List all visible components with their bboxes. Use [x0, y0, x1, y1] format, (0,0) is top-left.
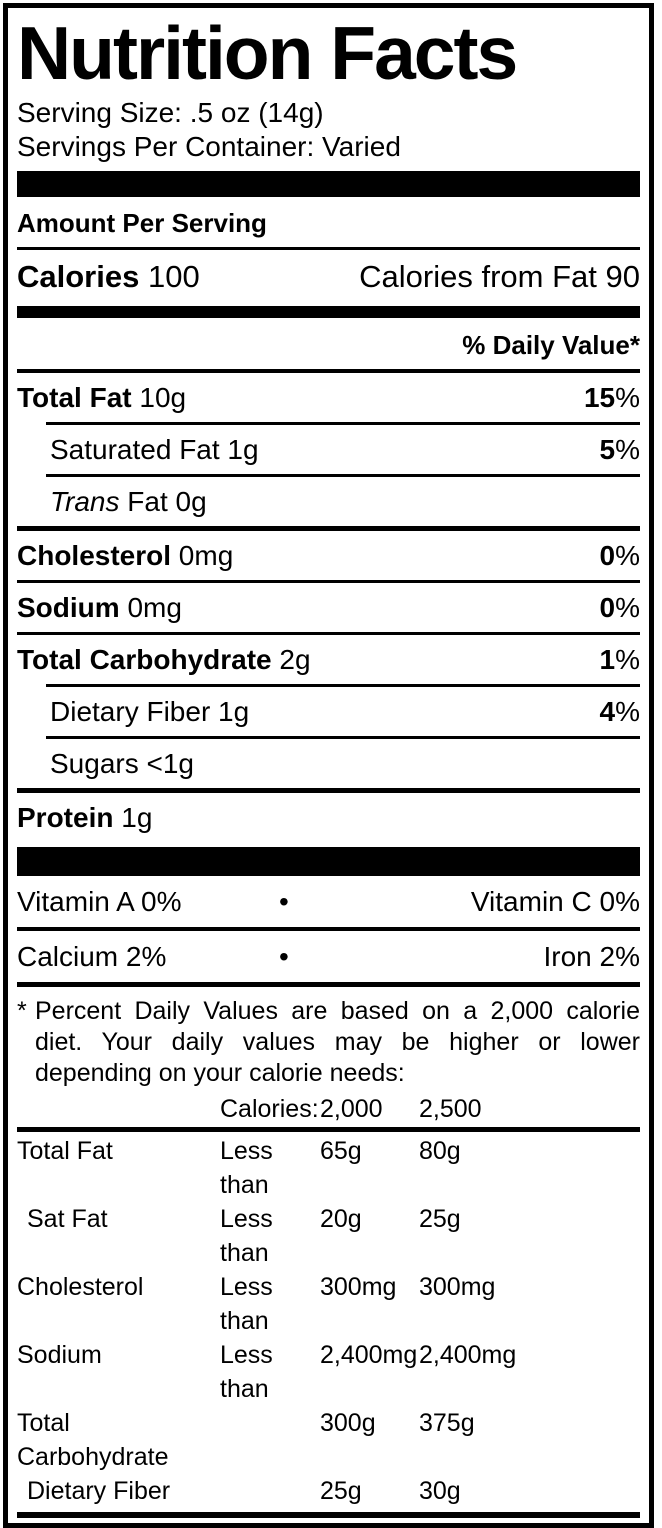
nutrient-row: Sodium 0mg 0% — [17, 583, 640, 632]
dv-table-cell: 300mg — [320, 1272, 397, 1301]
dv-table-header-cell: 2,000 — [320, 1094, 383, 1123]
nutrient-name-amount: Dietary Fiber 1g — [50, 695, 250, 727]
daily-value-percent: 15% — [583, 381, 640, 413]
separator — [17, 631, 640, 635]
dv-table-cell: 25g — [320, 1476, 362, 1505]
bullet-separator: • — [279, 885, 289, 917]
nutrient-name-amount: Sugars <1g — [50, 747, 194, 779]
daily-value-percent: 0% — [599, 539, 640, 571]
dv-table-cell: Less than — [220, 1204, 273, 1267]
nutrient-name-amount: Cholesterol 0mg — [17, 539, 234, 571]
dv-table-rows: Total Fat Less than 65g 80g Sat Fat Less than… — [17, 1134, 640, 1508]
dv-table-cell: Sodium — [17, 1340, 102, 1369]
nutrient-name-amount: Sodium 0mg — [17, 591, 182, 623]
divider-bar-top — [17, 170, 640, 197]
daily-value-percent: 1% — [599, 643, 640, 675]
dv-table-cell: Dietary Fiber — [27, 1476, 171, 1505]
dv-table-cell — [220, 1406, 320, 1474]
dv-table-cell: 65g — [320, 1136, 362, 1165]
iron: Iron 2% — [543, 940, 641, 972]
daily-value-footnote: * Percent Daily Values are based on a 2,… — [17, 987, 640, 1092]
separator — [17, 525, 640, 531]
dv-table-cell: Less than — [220, 1340, 273, 1403]
dv-table-cell: 20g — [320, 1204, 362, 1233]
vitamin-row: Calcium 2% • Iron 2% — [17, 931, 640, 982]
divider-bar-vitamins — [17, 846, 640, 876]
separator — [46, 735, 640, 739]
dv-table-cell: 30g — [419, 1476, 461, 1505]
footnote-asterisk: * — [17, 996, 27, 1025]
separator — [17, 368, 640, 373]
separator — [17, 579, 640, 583]
nutrient-name-amount: Total Carbohydrate 2g — [17, 643, 311, 675]
daily-value-percent: 0% — [599, 591, 640, 623]
nutrient-row: Sugars <1g — [17, 739, 640, 788]
dv-table-header-cell: 2,500 — [419, 1094, 482, 1123]
footnote-text: Percent Daily Values are based on a 2,00… — [35, 996, 640, 1087]
calories-row: Calories 100 Calories from Fat 90 — [17, 250, 640, 306]
dv-table-cell: Cholesterol — [17, 1272, 144, 1301]
calories-label: Calories — [17, 258, 140, 294]
separator — [17, 246, 640, 250]
vitamin-row: Vitamin A 0% • Vitamin C 0% — [17, 876, 640, 927]
dv-table-cell: 300mg — [419, 1272, 496, 1301]
nutrient-row: Protein 1g — [17, 793, 640, 842]
dv-table-header-cell — [17, 1092, 220, 1126]
calories-from-fat: Calories from Fat 90 — [359, 258, 640, 294]
nutrient-row: Total Carbohydrate 2g 1% — [17, 635, 640, 684]
separator — [17, 787, 640, 793]
dv-table-cell: Less than — [220, 1136, 273, 1199]
nutrient-name-amount: Trans Fat 0g — [50, 485, 207, 517]
dv-table-cell: 80g — [419, 1136, 461, 1165]
dv-table-cell: 2,400mg — [419, 1340, 517, 1369]
dv-table-cell: 25g — [419, 1204, 461, 1233]
separator — [17, 981, 640, 987]
label-title: Nutrition Facts — [17, 11, 518, 95]
nutrient-name-amount: Saturated Fat 1g — [50, 433, 259, 465]
dv-table-cell: Less than — [220, 1272, 273, 1335]
nutrient-name-amount: Total Fat 10g — [17, 381, 187, 413]
dv-table-header-cell: Calories: — [220, 1094, 319, 1123]
separator — [46, 421, 640, 425]
amount-per-serving-heading: Amount Per Serving — [17, 207, 267, 238]
serving-size: Serving Size: .5 oz (14g) — [17, 96, 324, 128]
dv-table-header: Calories: 2,000 2,500 — [17, 1092, 640, 1126]
dv-table-cell — [220, 1474, 320, 1508]
calcium: Calcium 2% — [17, 940, 167, 972]
nutrient-name-amount: Protein 1g — [17, 801, 153, 833]
daily-value-heading: % Daily Value* — [462, 329, 640, 360]
dv-table-cell: 300g — [320, 1408, 376, 1437]
daily-value-percent: 5% — [599, 433, 640, 465]
vitamin-a: Vitamin A 0% — [17, 885, 182, 917]
separator — [17, 926, 640, 931]
nutrient-row: Total Fat 10g 15% — [17, 373, 640, 422]
calories-value: Calories 100 — [17, 258, 200, 294]
dv-table-cell: Total Fat — [17, 1136, 113, 1165]
separator — [46, 473, 640, 477]
dv-table-cell: Total Carbohydrate — [17, 1408, 169, 1471]
separator — [17, 1511, 640, 1518]
daily-value-percent: 4% — [599, 695, 640, 727]
nutrient-row: Cholesterol 0mg 0% — [17, 531, 640, 580]
vitamin-c: Vitamin C 0% — [470, 885, 640, 917]
nutrient-row: Dietary Fiber 1g 4% — [17, 687, 640, 736]
separator — [46, 683, 640, 687]
dv-table-cell: 375g — [419, 1408, 475, 1437]
dv-table-cell: Sat Fat — [27, 1204, 108, 1233]
dv-table-cell: 2,400mg — [320, 1340, 418, 1369]
nutrient-rows: Total Fat 10g 15% Saturated Fat 1g 5% Trans … — [17, 373, 640, 842]
bullet-separator: • — [279, 940, 289, 972]
separator — [17, 1126, 640, 1132]
servings-per-container: Servings Per Container: Varied — [17, 130, 401, 162]
nutrient-row: Trans Fat 0g — [17, 477, 640, 526]
nutrient-row: Saturated Fat 1g 5% — [17, 425, 640, 474]
divider-bar-mid — [17, 305, 640, 318]
nutrition-facts-label: Nutrition Facts Serving Size: .5 oz (14g… — [3, 3, 654, 1528]
